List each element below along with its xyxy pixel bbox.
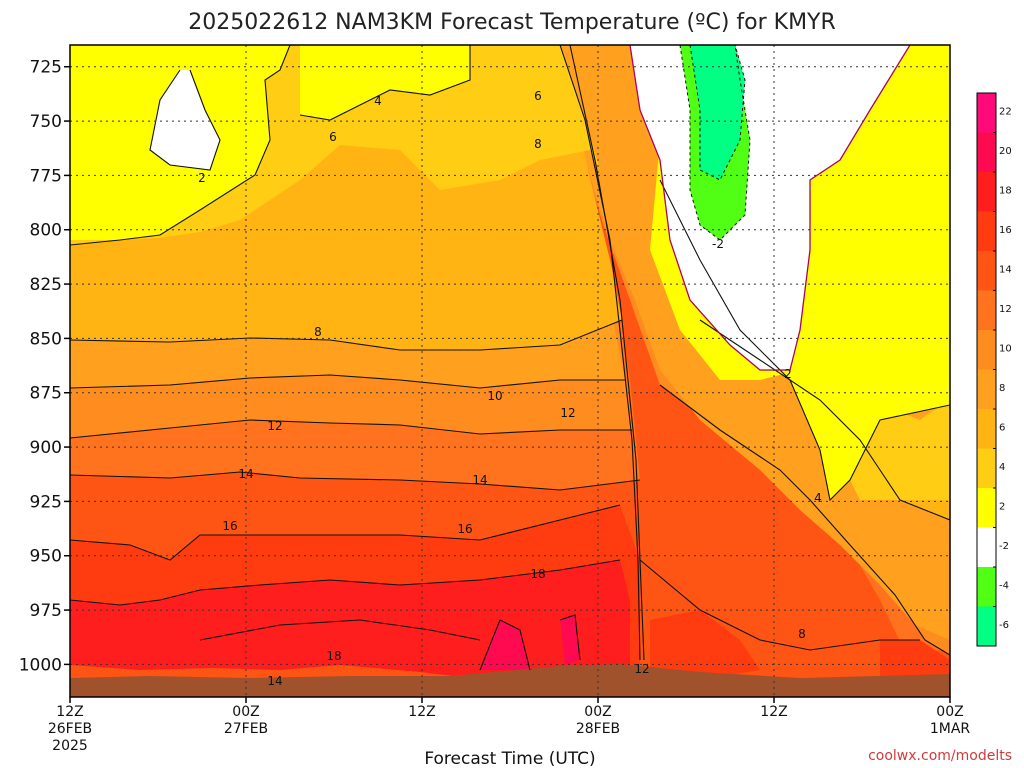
colorbar-swatch (977, 93, 996, 133)
colorbar-swatch (977, 132, 996, 173)
y-tick-label: 725 (30, 58, 62, 78)
y-tick-label: 1000 (19, 655, 62, 675)
grid (70, 45, 950, 697)
colorbar-label: 22 (999, 107, 1012, 118)
contour-label: 10 (487, 389, 502, 403)
x-tick-label: 12Z (56, 704, 83, 720)
x-tick-label: 00Z (936, 704, 963, 720)
colorbar-label: 16 (999, 225, 1012, 236)
chart-title: 2025022612 NAM3KM Forecast Temperature (… (188, 10, 836, 35)
y-tick-label: 800 (30, 221, 62, 241)
temperature-field (70, 45, 950, 697)
y-tick-label: 875 (30, 384, 62, 404)
colorbar-swatch (977, 606, 996, 647)
contour-label: 16 (457, 522, 472, 536)
contour-label: 12 (634, 662, 649, 676)
contour-label: 14 (238, 467, 253, 481)
colorbar-label: 18 (999, 186, 1012, 197)
y-tick-label: 825 (30, 275, 62, 295)
colorbar-swatch (977, 369, 996, 410)
colorbar-label: -4 (999, 581, 1009, 592)
colorbar-swatch (977, 290, 996, 331)
colorbar-label: -2 (999, 541, 1009, 552)
y-tick-label: 750 (30, 112, 62, 132)
contour-label: 14 (472, 473, 487, 487)
contour-label: 16 (222, 519, 237, 533)
x-axis-title: Forecast Time (UTC) (424, 749, 595, 768)
contour-label: 6 (329, 130, 337, 144)
colorbar-label: 14 (999, 265, 1012, 276)
colorbar-label: 12 (999, 304, 1012, 315)
zero-contour (629, 45, 911, 371)
colorbar-swatch (977, 409, 996, 449)
colorbar-label: 2 (999, 502, 1005, 513)
contour-label: 8 (534, 137, 542, 151)
colorbar-swatch (977, 330, 996, 370)
x-tick-label: 27FEB (224, 721, 268, 737)
x-tick-label: 28FEB (576, 721, 620, 737)
colorbar-label: 20 (999, 146, 1012, 157)
colorbar-swatch (977, 211, 996, 252)
y-tick-label: 900 (30, 438, 62, 458)
x-tick-label: 12Z (408, 704, 435, 720)
contour-label: 18 (530, 567, 545, 581)
x-tick-label: 00Z (584, 704, 611, 720)
colorbar-label: -6 (999, 620, 1009, 631)
colorbar-label: 10 (999, 344, 1012, 355)
contour-label: 4 (374, 94, 382, 108)
x-tick-label: 26FEB (48, 721, 92, 737)
colorbar-swatch (977, 567, 996, 607)
credit-text[interactable]: coolwx.com/modelts (868, 748, 1012, 764)
x-tick-label: 00Z (232, 704, 259, 720)
contour-label: 4 (814, 491, 822, 505)
terrain-surface (70, 664, 950, 697)
x-tick-label: 12Z (760, 704, 787, 720)
colorbar-swatch (977, 172, 996, 212)
y-tick-label: 950 (30, 547, 62, 567)
colorbar-legend: 22 20 18 16 14 12 10 8 6 4 2 -2 -4 -6 (976, 92, 1012, 647)
contour-label: 14 (267, 674, 282, 688)
contour-label: 18 (326, 649, 341, 663)
y-tick-label: 850 (30, 329, 62, 349)
colorbar-label: 8 (999, 383, 1005, 394)
contour-label: 6 (534, 89, 542, 103)
contour-label: 12 (560, 406, 575, 420)
colorbar-label: 4 (999, 462, 1005, 473)
colorbar-swatch (977, 251, 996, 291)
y-tick-label: 775 (30, 166, 62, 186)
contour-label: 8 (798, 627, 806, 641)
colorbar-swatch (977, 448, 996, 489)
x-tick-label: 1MAR (930, 721, 971, 737)
colorbar-label: 6 (999, 423, 1005, 434)
contour-label: 2 (198, 171, 206, 185)
x-tick-label: 2025 (52, 738, 88, 754)
plot-frame (69, 44, 951, 698)
colorbar-swatch (977, 527, 996, 568)
y-tick-label: 925 (30, 492, 62, 512)
contour-label: -2 (712, 237, 724, 251)
contour-lines (70, 45, 950, 671)
y-axis: 725 750 775 800 825 850 875 900 925 950 975 1000 (19, 58, 70, 675)
contour-label: 8 (314, 325, 322, 339)
negative-contours (679, 45, 751, 241)
contour-label: 2 (784, 367, 792, 381)
y-tick-label: 975 (30, 601, 62, 621)
contour-label: 12 (267, 419, 282, 433)
colorbar-swatch (977, 488, 996, 528)
